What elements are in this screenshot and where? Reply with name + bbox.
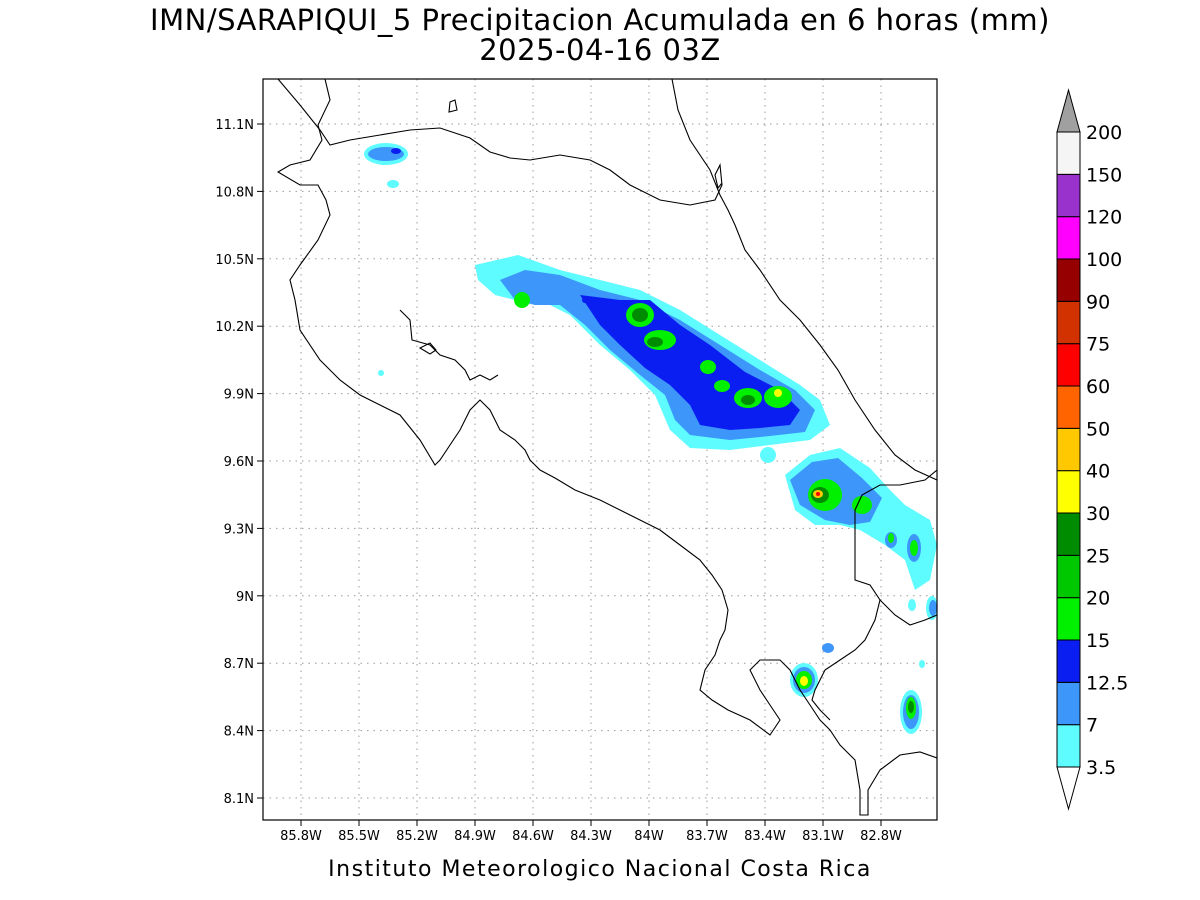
precip-cell-15 xyxy=(888,533,894,543)
colorbar-swatch xyxy=(1056,724,1081,768)
colorbar-swatch xyxy=(1056,639,1081,683)
precip-cell-60 xyxy=(816,492,820,496)
lat-tick-label: 8.1N xyxy=(224,792,254,807)
lon-tick-label: 85.5W xyxy=(338,829,380,844)
precip-cell-25 xyxy=(632,308,648,322)
colorbar-high-arrow xyxy=(1056,88,1081,133)
colorbar-swatch xyxy=(1056,512,1081,556)
colorbar-label: 3.5 xyxy=(1086,757,1116,779)
map-title: IMN/SARAPIQUI_5 Precipitacion Acumulada … xyxy=(150,3,1050,37)
colorbar-swatch xyxy=(1056,343,1081,387)
precip-area-3.5 xyxy=(919,660,925,668)
lat-tick-label: 10.8N xyxy=(215,185,254,200)
lat-tick-label: 8.7N xyxy=(224,657,254,672)
lon-tick-label: 84.9W xyxy=(454,829,496,844)
plot-frame xyxy=(262,78,938,821)
colorbar-label: 90 xyxy=(1086,291,1110,313)
colorbar-legend: 3.5 7 12.5 15 20 25 30 40 50 60 75 90 100 120 150 200 xyxy=(1056,88,1128,811)
colorbar-label: 100 xyxy=(1086,249,1122,271)
colorbar-swatch xyxy=(1056,427,1081,472)
colorbar-swatch xyxy=(1056,470,1081,514)
lon-tick-label: 83.4W xyxy=(744,829,786,844)
lat-tick-label: 9.6N xyxy=(224,455,254,470)
colorbar-label: 7 xyxy=(1086,715,1098,737)
precip-area-3.5 xyxy=(760,447,776,463)
lon-tick-label: 85.2W xyxy=(396,829,438,844)
colorbar-swatch xyxy=(1056,681,1081,726)
lon-tick-label: 84.6W xyxy=(512,829,554,844)
colorbar-label: 20 xyxy=(1086,588,1110,610)
colorbar-label: 40 xyxy=(1086,461,1110,483)
lon-tick-label: 82.8W xyxy=(860,829,902,844)
precip-area-3.5 xyxy=(387,180,399,188)
colorbar-low-arrow xyxy=(1056,766,1081,811)
lon-tick-label: 83.7W xyxy=(686,829,728,844)
precipitation-field xyxy=(364,143,937,734)
pacific-coast-north xyxy=(276,79,937,816)
precip-cell-25 xyxy=(741,395,755,405)
lake-island xyxy=(448,99,458,113)
colorbar-label: 25 xyxy=(1086,545,1110,567)
lat-tick-label: 8.4N xyxy=(224,725,254,740)
precip-cell-25 xyxy=(647,337,663,347)
colorbar-swatch xyxy=(1056,216,1081,260)
colorbar-label: 30 xyxy=(1086,503,1110,525)
colorbar-label: 120 xyxy=(1086,207,1122,229)
colorbar-swatch xyxy=(1056,131,1081,175)
lon-tick-label: 84.3W xyxy=(570,829,612,844)
precip-area-7 xyxy=(822,643,834,653)
precip-cell-15 xyxy=(910,540,918,556)
nicoya-gulf xyxy=(399,309,499,381)
lon-tick-label: 85.8W xyxy=(280,829,322,844)
panama-coast xyxy=(879,599,937,626)
lat-tick-label: 10.5N xyxy=(215,253,254,268)
colorbar-swatch xyxy=(1056,258,1081,302)
precip-cell-15 xyxy=(514,292,530,308)
colorbar-label: 15 xyxy=(1086,630,1110,652)
lat-tick-label: 9.3N xyxy=(224,522,254,537)
precip-cell-15 xyxy=(852,496,872,514)
precip-cell-25 xyxy=(908,701,914,713)
colorbar-label: 200 xyxy=(1086,122,1122,144)
nicoya-island xyxy=(418,342,437,355)
colorbar-label: 60 xyxy=(1086,376,1110,398)
lat-tick-label: 11.1N xyxy=(215,118,254,133)
map-subtitle-datetime: 2025-04-16 03Z xyxy=(479,33,721,67)
lon-tick-label: 84W xyxy=(634,829,664,844)
precip-cell-15 xyxy=(714,380,730,392)
colorbar-label: 150 xyxy=(1086,164,1122,186)
colorbar-swatch xyxy=(1056,554,1081,599)
colorbar-swatch xyxy=(1056,385,1081,429)
precip-area-7 xyxy=(929,600,937,616)
precip-cell-15 xyxy=(700,360,716,374)
lat-tick-label: 10.2N xyxy=(215,320,254,335)
source-footer: Instituto Meteorologico Nacional Costa R… xyxy=(328,857,872,882)
precip-cell-30 xyxy=(774,389,782,397)
lat-tick-label: 9N xyxy=(236,590,254,605)
colorbar-label: 50 xyxy=(1086,418,1110,440)
colorbar-label: 75 xyxy=(1086,334,1110,356)
colorbar-swatch xyxy=(1056,597,1081,641)
caribbean-coast xyxy=(671,79,937,481)
precip-cell-12.5 xyxy=(582,297,588,303)
precip-area-3.5 xyxy=(378,370,384,376)
precip-area-12.5 xyxy=(391,148,401,154)
colorbar-label: 12.5 xyxy=(1086,672,1128,694)
panama-border xyxy=(811,469,937,721)
precip-cell-30 xyxy=(800,676,808,686)
nicaragua-border xyxy=(277,79,723,206)
colorbar-swatch xyxy=(1056,173,1081,218)
lat-tick-label: 9.9N xyxy=(224,388,254,403)
lon-tick-label: 83.1W xyxy=(802,829,844,844)
coastline-borders xyxy=(276,79,937,816)
colorbar-swatch xyxy=(1056,300,1081,345)
precip-area-3.5 xyxy=(908,599,916,611)
map-axes: 85.8W 85.5W 85.2W 84.9W 84.6W 84.3W 84W 83.7W 83… xyxy=(215,118,902,844)
